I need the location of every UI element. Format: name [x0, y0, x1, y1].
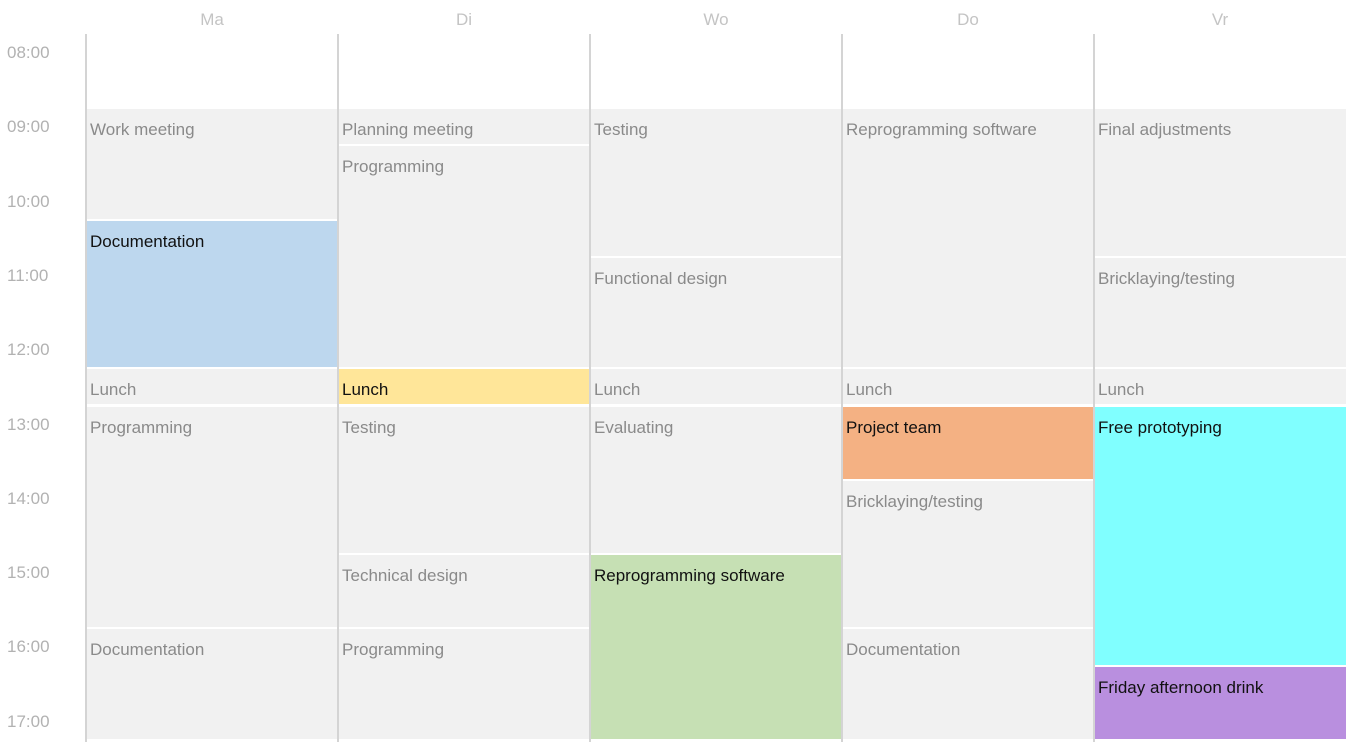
time-label: 16:00: [7, 637, 50, 657]
calendar-event[interactable]: Reprogramming software: [842, 109, 1094, 368]
event-title: Evaluating: [594, 417, 674, 437]
calendar-event[interactable]: Programming: [338, 146, 590, 368]
event-title: Project team: [846, 417, 942, 437]
calendar-event[interactable]: Lunch: [1094, 369, 1346, 405]
event-title: Planning meeting: [342, 120, 474, 140]
calendar-event[interactable]: Work meeting: [86, 109, 338, 219]
column-divider: [841, 34, 843, 742]
event-title: Free prototyping: [1098, 417, 1222, 437]
column-divider: [85, 34, 87, 742]
event-title: Lunch: [846, 380, 893, 400]
day-header-ma: Ma: [200, 10, 224, 29]
event-title: Technical design: [342, 566, 468, 586]
event-title: Lunch: [90, 380, 137, 400]
event-title: Lunch: [594, 380, 641, 400]
calendar-event[interactable]: Lunch: [842, 369, 1094, 405]
event-title: Friday afternoon drink: [1098, 677, 1264, 697]
event-title: Lunch: [342, 380, 389, 400]
event-title: Reprogramming software: [594, 566, 785, 586]
calendar-event[interactable]: Final adjustments: [1094, 109, 1346, 256]
time-label: 17:00: [7, 711, 50, 731]
event-title: Programming: [90, 417, 193, 437]
calendar-event[interactable]: Programming: [338, 629, 590, 739]
event-title: Programming: [342, 157, 445, 177]
time-label: 13:00: [7, 414, 50, 434]
calendar-event[interactable]: Technical design: [338, 555, 590, 628]
calendar-event[interactable]: Project team: [842, 406, 1094, 479]
calendar-event[interactable]: Bricklaying/testing: [1094, 257, 1346, 368]
calendar-event[interactable]: Testing: [590, 109, 842, 256]
calendar-event[interactable]: Lunch: [590, 369, 842, 405]
event-title: Functional design: [594, 268, 728, 288]
event-title: Programming: [342, 640, 445, 660]
calendar-event[interactable]: Reprogramming software: [590, 555, 842, 739]
column-divider: [337, 34, 339, 742]
event-title: Testing: [342, 417, 396, 437]
column-divider: [1093, 34, 1095, 742]
day-header-do: Do: [957, 10, 979, 29]
calendar-event[interactable]: Functional design: [590, 257, 842, 368]
time-label: 08:00: [7, 43, 50, 62]
column-divider: [589, 34, 591, 742]
time-label: 15:00: [7, 563, 50, 583]
event-title: Work meeting: [90, 120, 195, 140]
calendar-event[interactable]: Documentation: [842, 629, 1094, 739]
calendar-event[interactable]: Friday afternoon drink: [1094, 666, 1346, 739]
calendar-event[interactable]: Documentation: [86, 220, 338, 368]
time-label: 12:00: [7, 340, 50, 360]
event-title: Documentation: [90, 231, 205, 251]
event-title: Documentation: [846, 640, 961, 660]
event-title: Reprogramming software: [846, 120, 1037, 140]
event-title: Documentation: [90, 640, 205, 660]
time-label: 10:00: [7, 191, 50, 211]
event-title: Bricklaying/testing: [846, 491, 984, 511]
calendar-event[interactable]: Bricklaying/testing: [842, 480, 1094, 628]
time-label: 11:00: [7, 265, 49, 285]
calendar-event[interactable]: Testing: [338, 406, 590, 554]
calendar-event[interactable]: Lunch: [338, 369, 590, 405]
day-header-vr: Vr: [1211, 10, 1229, 29]
day-header-di: Di: [455, 10, 473, 29]
event-title: Testing: [594, 120, 648, 140]
calendar-event[interactable]: Free prototyping: [1094, 406, 1346, 665]
event-title: Bricklaying/testing: [1098, 268, 1236, 288]
calendar-event[interactable]: Planning meeting: [338, 109, 590, 145]
calendar-event[interactable]: Programming: [86, 406, 338, 628]
event-title: Lunch: [1098, 380, 1145, 400]
time-label: 09:00: [7, 117, 50, 137]
calendar-event[interactable]: Lunch: [86, 369, 338, 405]
day-header-wo: Wo: [703, 10, 729, 29]
event-title: Final adjustments: [1098, 120, 1232, 140]
time-label: 14:00: [7, 488, 50, 508]
calendar-event[interactable]: Evaluating: [590, 406, 842, 554]
calendar-event[interactable]: Documentation: [86, 629, 338, 739]
